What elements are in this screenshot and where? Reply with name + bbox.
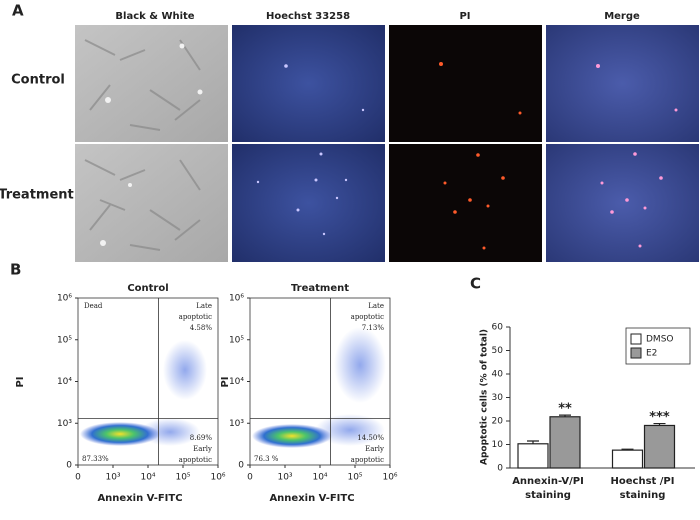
error-bar: [527, 440, 539, 444]
panel-label: B: [10, 261, 21, 279]
quadrant-label: apoptotic: [179, 313, 212, 321]
y-tick-label: 10³: [57, 419, 72, 429]
y-axis-label: PI: [220, 376, 231, 387]
error-bar: [621, 448, 634, 451]
y-axis-label: PI: [15, 376, 26, 387]
bw-image: [75, 25, 228, 142]
x-tick-label: 10⁴: [312, 473, 327, 483]
x-tick-label: Hoechst /PI: [611, 476, 675, 487]
pi-image: [389, 144, 542, 262]
plot-title: Control: [127, 283, 168, 294]
y-axis-label: Apoptotic cells (% of total): [480, 329, 490, 465]
legend-label: DMSO: [646, 335, 674, 345]
y-tick-label: 0: [497, 464, 503, 474]
hoechst-image: [232, 144, 385, 262]
bar: [643, 424, 676, 469]
y-tick-label: 10⁴: [229, 377, 244, 387]
x-tick-label: staining: [620, 490, 666, 501]
error-bar: [559, 414, 571, 417]
quadrant-label: Early: [365, 445, 384, 453]
legend-swatch: [630, 333, 642, 345]
micrographs: [75, 25, 699, 262]
panel-b: B Control 0 10³ 10⁴ 10⁵ 10⁶ 0 10³ 10⁴ 10⁵ 10⁶ Annex…: [10, 261, 398, 505]
quadrant-label: 8.69%: [190, 434, 213, 442]
plot-title: Treatment: [291, 283, 349, 294]
legend-swatch: [630, 347, 642, 359]
y-tick-label: 10⁶: [57, 294, 72, 304]
significance-label: ***: [649, 410, 670, 425]
y-tick-label: 10⁵: [229, 335, 244, 345]
quadrant-label: apoptotic: [351, 456, 384, 464]
column-header: Hoechst 33258: [266, 11, 350, 22]
quadrant-label: Late: [196, 302, 212, 310]
y-tick-label: 30: [492, 393, 504, 403]
bar: [549, 416, 581, 469]
quadrant-label: apoptotic: [179, 456, 212, 464]
quadrant-label: Late: [368, 302, 384, 310]
row-label: Control: [11, 73, 65, 88]
quadrant-label: 87.33%: [82, 455, 109, 463]
column-header: PI: [459, 11, 470, 22]
row-label: Treatment: [0, 188, 74, 203]
density: [80, 327, 386, 448]
bar: [517, 443, 549, 469]
legend-box: [625, 327, 691, 365]
quadrant-label: 76.3 %: [254, 455, 279, 463]
x-tick-label: 10⁶: [210, 473, 225, 483]
x-axis-label: Annexin V-FITC: [269, 493, 354, 504]
column-header: Black & White: [115, 11, 194, 22]
quadrant-label: 7.13%: [362, 324, 385, 332]
panel-label: C: [470, 275, 481, 293]
hoechst-image: [232, 25, 385, 142]
y-tick-label: 50: [492, 346, 504, 356]
x-tick-label: 10⁵: [175, 473, 190, 483]
x-tick-label: staining: [525, 490, 571, 501]
hoechst-nuclei: [256, 64, 365, 236]
column-header: Merge: [604, 11, 640, 22]
x-tick-label: 0: [247, 473, 253, 483]
error-bar: [653, 422, 666, 426]
y-tick-label: 10³: [229, 419, 244, 429]
x-tick-label: Annexin-V/PI: [512, 476, 584, 487]
significance-label: **: [558, 402, 572, 417]
bw-image: [75, 144, 228, 262]
merge-nuclei: [596, 64, 678, 248]
bar: [611, 449, 644, 469]
y-tick-label: 40: [492, 370, 504, 380]
panel-label: A: [12, 2, 24, 20]
y-tick-label: 60: [492, 323, 504, 333]
quadrant-label: Early: [193, 445, 212, 453]
x-tick-label: 0: [75, 473, 81, 483]
merge-image: [546, 25, 699, 142]
y-tick-label: 0: [66, 461, 72, 471]
quadrant-label: Dead: [84, 302, 103, 310]
x-tick-label: 10³: [277, 473, 292, 483]
x-tick-label: 10⁶: [382, 473, 397, 483]
quadrant-label: 14.50%: [357, 434, 384, 442]
quadrant-label: apoptotic: [351, 313, 384, 321]
cell-texture: [84, 39, 201, 251]
x-axis-label: Annexin V-FITC: [97, 493, 182, 504]
y-tick-label: 10⁵: [57, 335, 72, 345]
y-tick-label: 0: [238, 461, 244, 471]
legend-label: E2: [646, 349, 657, 359]
panel-c: C Apoptotic cells (% of total) 0 10 20 30 40…: [470, 275, 695, 501]
y-tick-label: 10⁶: [229, 294, 244, 304]
x-tick-label: 10⁵: [347, 473, 362, 483]
merge-image: [546, 144, 699, 262]
x-tick-label: 10⁴: [140, 473, 155, 483]
y-tick-label: 10⁴: [57, 377, 72, 387]
panel-a: A Black & White Hoechst 33258 PI Merge C…: [0, 2, 699, 262]
y-tick-label: 10: [492, 440, 504, 450]
pi-image: [389, 25, 542, 142]
x-tick-label: 10³: [105, 473, 120, 483]
bright-cells: [100, 43, 203, 246]
pi-nuclei: [439, 62, 522, 250]
y-tick-label: 20: [492, 417, 504, 427]
quadrant-label: 4.58%: [190, 324, 213, 332]
